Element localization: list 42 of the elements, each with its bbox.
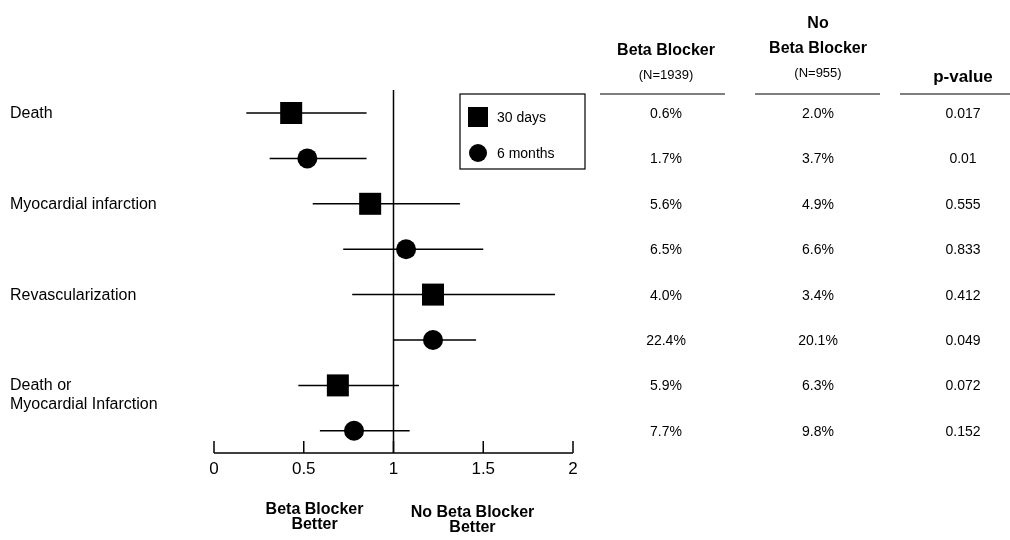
text: 22.4% <box>646 332 686 348</box>
text: 6.3% <box>802 377 834 394</box>
text: 0.555 <box>945 195 981 212</box>
text: No Beta Blocker Better <box>410 503 535 535</box>
x-tick-label: 0 <box>209 459 219 478</box>
text: 3.7% <box>802 150 834 167</box>
text: 0.6% <box>650 105 682 121</box>
text: Beta Blocker <box>617 41 715 58</box>
text: 1.7% <box>650 150 682 167</box>
y-tick-label: Death <box>10 104 53 121</box>
text: 4.0% <box>650 286 682 303</box>
text: 0.017 <box>945 105 981 121</box>
legend-label: 6 months <box>497 145 555 161</box>
text: 5.9% <box>650 377 682 394</box>
text: p-value <box>933 67 993 86</box>
text: 2.0% <box>802 105 834 121</box>
text: 6.5% <box>650 241 682 258</box>
x-tick-label: 0.5 <box>291 459 316 478</box>
x-tick-label: 1 <box>388 459 399 478</box>
text: 6.6% <box>802 241 834 258</box>
text: 0.01 <box>949 150 977 167</box>
text: 7.7% <box>650 422 682 439</box>
text: 3.4% <box>802 286 834 303</box>
text: 0.072 <box>945 377 981 394</box>
text: 0.152 <box>945 422 981 439</box>
text: 5.6% <box>650 195 682 212</box>
y-tick-label: Revascularization <box>10 285 137 303</box>
text: (N=955) <box>794 65 842 80</box>
text: 0.412 <box>945 286 981 303</box>
x-tick-label: 2 <box>568 459 578 478</box>
text: No Beta Blocker <box>769 14 867 56</box>
text: 0.049 <box>945 332 981 348</box>
y-tick-label: Death or Myocardial Infarction <box>10 376 158 413</box>
text: (N=1939) <box>638 67 694 82</box>
y-tick-label: Myocardial infarction <box>10 194 157 212</box>
text: 0.833 <box>945 241 981 258</box>
text: 9.8% <box>802 422 834 439</box>
legend-label: 30 days <box>497 109 547 125</box>
x-tick-label: 1.5 <box>471 459 496 478</box>
text: Beta Blocker Better <box>265 500 364 532</box>
text: 20.1% <box>798 332 838 348</box>
text: 4.9% <box>802 195 834 212</box>
